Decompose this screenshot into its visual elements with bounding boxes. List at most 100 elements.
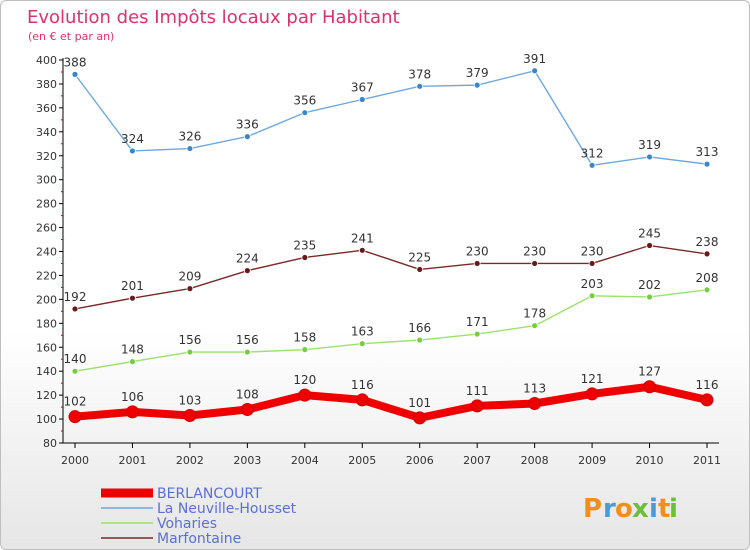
data-point bbox=[298, 388, 312, 402]
y-tick-label: 280 bbox=[36, 198, 57, 211]
y-tick-label: 220 bbox=[36, 269, 57, 282]
data-point bbox=[473, 330, 481, 338]
data-point bbox=[71, 70, 79, 78]
data-label: 158 bbox=[293, 331, 316, 345]
data-label: 120 bbox=[293, 373, 316, 387]
y-tick-label: 340 bbox=[36, 126, 57, 139]
data-label: 192 bbox=[64, 290, 87, 304]
data-label: 209 bbox=[178, 270, 201, 284]
data-point bbox=[186, 285, 194, 293]
data-point bbox=[186, 348, 194, 356]
data-point bbox=[588, 161, 596, 169]
y-tick-label: 400 bbox=[36, 54, 57, 67]
y-tick-label: 260 bbox=[36, 222, 57, 235]
data-point bbox=[71, 305, 79, 313]
data-point bbox=[700, 393, 714, 407]
data-point bbox=[416, 266, 424, 273]
data-point bbox=[588, 292, 596, 300]
y-tick-label: 300 bbox=[36, 174, 57, 187]
x-tick-label: 2003 bbox=[233, 454, 261, 467]
data-point bbox=[183, 408, 197, 422]
data-label: 208 bbox=[696, 271, 719, 285]
y-tick-label: 140 bbox=[36, 365, 57, 378]
data-label: 312 bbox=[581, 146, 604, 160]
series-line-marfontaine bbox=[74, 244, 708, 310]
data-point bbox=[129, 147, 136, 155]
data-point bbox=[473, 81, 481, 89]
series-layer bbox=[68, 67, 714, 425]
data-label: 108 bbox=[236, 387, 259, 401]
data-point bbox=[358, 340, 366, 348]
data-label: 336 bbox=[236, 118, 259, 132]
data-label: 319 bbox=[638, 138, 661, 152]
legend-label: Voharies bbox=[157, 516, 217, 532]
data-point bbox=[355, 393, 369, 407]
series-line-voharies bbox=[74, 289, 708, 372]
data-label: 202 bbox=[638, 278, 661, 292]
data-point bbox=[588, 260, 596, 267]
logo-letter: t bbox=[658, 494, 670, 524]
logo-letter: i bbox=[669, 494, 678, 524]
x-tick-label: 2004 bbox=[291, 454, 319, 467]
data-labels: 388 324 326 336 356 367 378 379 391 312 319 313 192 2… bbox=[64, 52, 719, 410]
data-label: 101 bbox=[408, 396, 431, 410]
data-label: 367 bbox=[351, 80, 374, 94]
data-point bbox=[240, 402, 254, 416]
data-point bbox=[473, 260, 481, 267]
legend-label: La Neuville-Housset bbox=[157, 501, 297, 517]
series-line-la-neuville-housset bbox=[74, 70, 708, 167]
x-tick-label: 2001 bbox=[118, 454, 146, 467]
data-label: 241 bbox=[351, 231, 374, 245]
logo-letter: i bbox=[649, 494, 658, 524]
chart-title: Evolution des Impôts locaux par Habitant bbox=[27, 7, 400, 28]
data-point bbox=[243, 133, 251, 141]
data-point bbox=[703, 160, 711, 168]
x-tick-label: 2005 bbox=[348, 454, 376, 467]
data-point bbox=[585, 387, 599, 401]
data-point bbox=[186, 145, 194, 152]
data-label: 127 bbox=[638, 365, 661, 379]
y-tick-label: 160 bbox=[36, 341, 57, 354]
data-label: 224 bbox=[236, 252, 259, 266]
data-label: 113 bbox=[523, 382, 546, 396]
x-tick-label: 2009 bbox=[578, 454, 606, 467]
data-label: 313 bbox=[696, 145, 719, 159]
data-label: 391 bbox=[523, 52, 546, 66]
data-point bbox=[68, 410, 82, 424]
data-label: 148 bbox=[121, 343, 144, 357]
data-label: 245 bbox=[638, 227, 661, 241]
logo-letter: P bbox=[583, 494, 602, 524]
data-point bbox=[643, 380, 657, 394]
data-point bbox=[531, 322, 539, 330]
data-point bbox=[301, 254, 309, 261]
data-point bbox=[703, 250, 711, 258]
y-tick-label: 80 bbox=[43, 437, 57, 450]
x-tick-label: 2007 bbox=[463, 454, 491, 467]
data-label: 235 bbox=[293, 238, 316, 252]
data-label: 378 bbox=[408, 67, 431, 81]
data-point bbox=[243, 348, 251, 356]
logo-letter: r bbox=[603, 494, 616, 524]
x-tick-label: 2008 bbox=[521, 454, 549, 467]
data-label: 156 bbox=[236, 333, 259, 347]
data-point bbox=[531, 260, 539, 267]
data-label: 324 bbox=[121, 132, 144, 146]
data-point bbox=[358, 246, 366, 254]
data-label: 102 bbox=[64, 395, 87, 409]
data-label: 106 bbox=[121, 390, 144, 404]
data-point bbox=[243, 267, 251, 275]
y-tick-label: 320 bbox=[36, 150, 57, 163]
data-point bbox=[416, 82, 424, 90]
data-label: 140 bbox=[64, 352, 87, 366]
data-point bbox=[646, 153, 653, 161]
chart-subtitle: (en € et par an) bbox=[28, 30, 114, 43]
x-tick-label: 2006 bbox=[406, 454, 434, 467]
data-point bbox=[413, 411, 427, 425]
data-label: 178 bbox=[523, 307, 546, 321]
data-label: 225 bbox=[408, 250, 431, 264]
axes: 80 100 120 140 160 180 200 220 240 260 280 300 320 34… bbox=[36, 54, 721, 467]
data-label: 201 bbox=[121, 279, 144, 293]
